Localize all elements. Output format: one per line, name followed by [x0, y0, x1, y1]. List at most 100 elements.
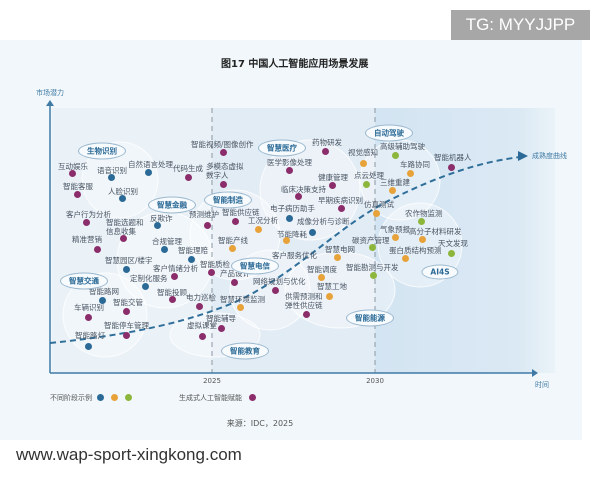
scenario-dot-purple: [82, 218, 90, 226]
scenario-dot-purple: [219, 180, 227, 188]
scenario-dot-green: [391, 151, 399, 159]
scenario-label: 智能调度: [307, 265, 337, 274]
scenario-label: 产品设计: [220, 269, 250, 278]
scenario-dot-orange: [388, 186, 396, 194]
scenario-label: 客户行为分析: [66, 210, 111, 219]
scenario-label: 三维重建: [380, 178, 410, 187]
maturity-curve: [49, 156, 521, 344]
scenario-label: 智能交管: [113, 298, 143, 307]
scenario-label: 智能质检: [200, 260, 230, 269]
scenario-dot-purple: [321, 147, 329, 155]
scenario-label: 智能路灯: [75, 331, 105, 340]
scenario-dot-purple: [219, 148, 227, 156]
scenario-label: 自然语言处理: [128, 160, 173, 169]
scenario-dot-purple: [119, 234, 127, 242]
scenario-label: 农作物监测: [405, 209, 443, 218]
curve-label: 成熟度曲线: [532, 152, 567, 160]
cluster-circle: [81, 141, 159, 219]
scenario-dot-purple: [73, 190, 81, 198]
legend-genai-label: 生成式人工智能赋能: [179, 394, 242, 402]
scenario-dot-purple: [195, 302, 203, 310]
cluster-label: 智慧医疗: [258, 139, 306, 157]
scenario-label: 合规管理: [152, 237, 182, 246]
scenario-label: 客户服务优化: [272, 251, 317, 260]
scenario-label: 智慧工地: [317, 282, 347, 291]
scenario-label: 供需预测和 弹性供应链: [285, 292, 323, 310]
scenario-dot-orange: [317, 273, 325, 281]
scenario-label: 天文发现: [438, 239, 468, 248]
scenario-label: 节能降耗: [277, 230, 307, 239]
figure-title: 图17 中国人工智能应用场景发展: [221, 59, 369, 70]
scenario-label: 互动娱乐: [58, 162, 88, 171]
scenario-label: 电子病历助手: [270, 204, 315, 213]
scenario-dot-orange: [406, 169, 414, 177]
cluster-label: 智慧电信: [231, 257, 279, 275]
scenario-dot-purple: [271, 286, 279, 294]
scenario-dot-blue: [122, 265, 130, 273]
scenario-label: 医学影像处理: [267, 158, 312, 167]
scenario-dot-orange: [282, 236, 290, 244]
scenario-label: 药物研发: [312, 138, 342, 147]
scenario-dot-blue: [187, 255, 195, 263]
scenario-dot-purple: [168, 295, 176, 303]
scenario-dot-purple: [231, 217, 239, 225]
scenario-dot-purple: [68, 169, 76, 177]
x-axis-label: 时间: [535, 381, 549, 389]
scenario-label: 语音识别: [97, 166, 127, 175]
scenario-label: 点云处理: [354, 171, 384, 180]
scenario-dot-orange: [228, 244, 236, 252]
scenario-dot-purple: [230, 278, 238, 286]
overlay-tag: TG: MYYJJPP: [451, 10, 590, 40]
y-axis-arrow-icon: [46, 100, 54, 106]
scenario-label: 智能客服: [63, 182, 93, 191]
scenario-dot-blue: [107, 173, 115, 181]
scenario-label: 早期疾病识别: [318, 196, 363, 205]
plot-area: [52, 108, 555, 373]
scenario-dot-purple: [337, 204, 345, 212]
scenario-dot-purple: [184, 173, 192, 181]
scenario-dot-orange: [333, 253, 341, 261]
scenario-label: 虚拟课堂: [187, 321, 217, 330]
scenario-dot-blue: [285, 214, 293, 222]
scenario-label: 智慧环境监测: [220, 295, 265, 304]
scenario-dot-blue: [84, 342, 92, 350]
watermark-banner: www.wap-sport-xingkong.com: [10, 440, 325, 470]
scenario-label: 智能投顾: [157, 288, 187, 297]
scenario-label: 智能产线: [218, 236, 248, 245]
cluster-label: 自动驾驶: [365, 124, 413, 142]
legend-stages-label: 不同阶段示例: [50, 394, 92, 402]
y-axis-label: 市场潜力: [36, 89, 64, 97]
scenario-dot-orange: [236, 303, 244, 311]
scenario-dot-blue: [141, 282, 149, 290]
scenario-label: 预测维护: [189, 210, 219, 219]
cluster-label: 智能教育: [221, 342, 269, 360]
scenario-dot-purple: [170, 272, 178, 280]
cluster-label: AI4S: [421, 264, 459, 280]
source-note: 来源：IDC，2025: [226, 419, 294, 428]
scenario-dot-orange: [401, 254, 409, 262]
scenario-dot-blue: [118, 194, 126, 202]
scenario-dot-orange: [254, 225, 262, 233]
legend-dot-green: [124, 393, 132, 401]
scenario-dot-blue: [144, 168, 152, 176]
scenario-label: 智能视频/图像创作: [191, 140, 254, 149]
scenario-label: 高分子材料研发: [409, 227, 462, 236]
scenario-label: 智能机器人: [434, 153, 472, 162]
scenario-label: 蛋白质结构预测: [389, 246, 442, 255]
scenario-label: 客户情绪分析: [153, 264, 198, 273]
x-axis-arrow-icon: [532, 369, 538, 377]
scenario-label: 智能路网: [89, 287, 119, 296]
scenario-label: 仿真测试: [364, 200, 394, 209]
scenario-label: 气象预报: [380, 225, 410, 234]
scenario-label: 健康管理: [318, 173, 348, 182]
legend-dot-blue: [96, 393, 104, 401]
scenario-dot-purple: [122, 307, 130, 315]
scenario-label: 反欺诈: [150, 214, 173, 223]
scenario-label: 多模态虚拟 数字人: [206, 162, 244, 180]
scenario-dot-blue: [153, 221, 161, 229]
scenario-label: 车辆识别: [74, 303, 104, 312]
scenario-label: 人脸识别: [108, 187, 138, 196]
scenario-dot-green: [369, 271, 377, 279]
scenario-dot-blue: [308, 228, 316, 236]
scenario-dot-purple: [217, 324, 225, 332]
